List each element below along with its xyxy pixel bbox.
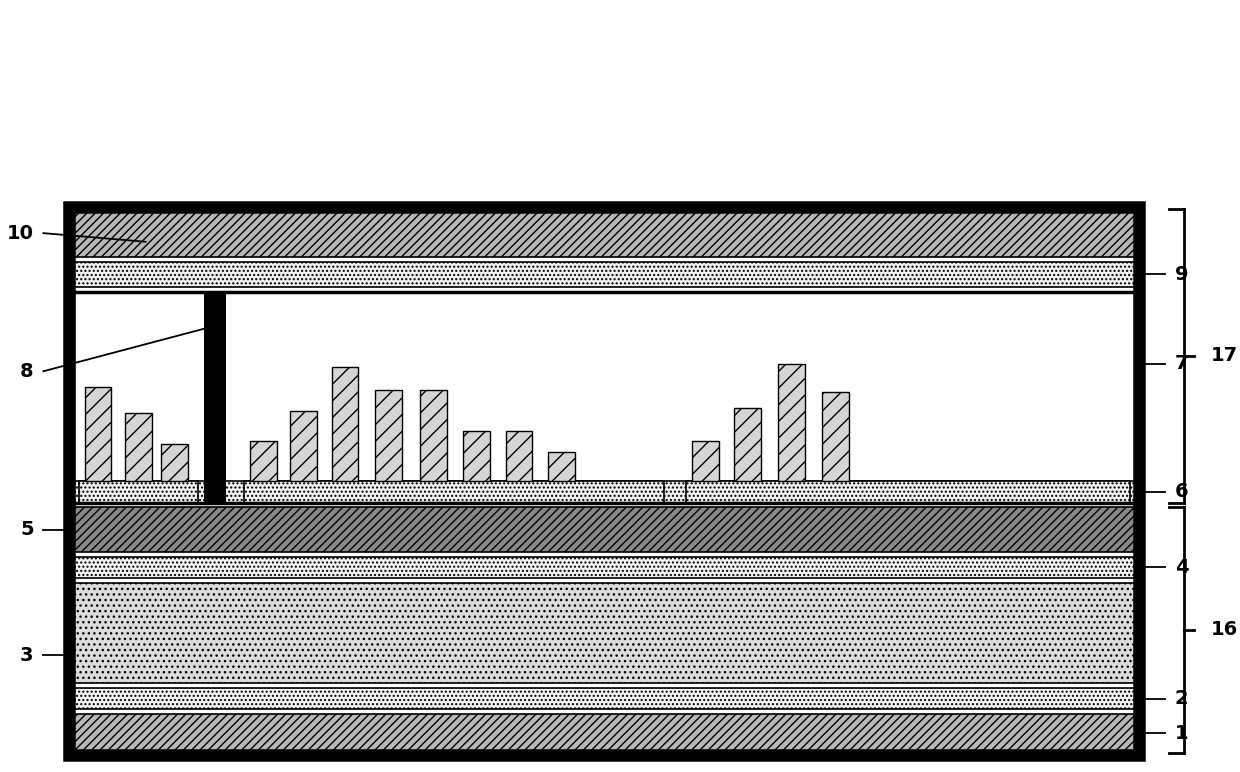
Bar	[376, 390, 402, 481]
Bar	[73, 292, 1136, 503]
Bar	[73, 557, 1136, 578]
Bar	[84, 387, 112, 481]
Bar	[73, 714, 1136, 753]
Bar	[73, 583, 1136, 683]
Bar	[250, 441, 277, 481]
Bar	[463, 431, 490, 481]
Text: 8: 8	[20, 362, 33, 381]
Bar	[686, 481, 1130, 503]
Bar	[779, 364, 805, 481]
Bar	[69, 207, 1140, 755]
Text: 7: 7	[1174, 354, 1188, 373]
Bar	[506, 431, 532, 481]
Bar	[73, 507, 1136, 552]
Bar	[548, 452, 575, 481]
Text: 5: 5	[20, 520, 33, 539]
Bar	[331, 367, 358, 481]
Bar	[73, 481, 1136, 503]
Bar	[73, 688, 1136, 709]
Bar	[73, 262, 1136, 287]
Bar	[692, 441, 718, 481]
Bar	[73, 209, 1136, 257]
Bar	[73, 292, 1136, 503]
Text: 16: 16	[1211, 621, 1239, 639]
Text: 1: 1	[1174, 724, 1188, 743]
Text: 10: 10	[6, 224, 33, 242]
Text: 6: 6	[1174, 482, 1188, 501]
Bar	[734, 408, 761, 481]
Bar	[822, 392, 848, 481]
Text: 9: 9	[1174, 265, 1188, 284]
Bar	[78, 481, 198, 503]
Text: 4: 4	[1174, 558, 1188, 577]
Text: 17: 17	[1211, 347, 1239, 365]
Text: 2: 2	[1174, 689, 1188, 708]
Bar	[125, 413, 151, 481]
Bar	[420, 390, 448, 481]
Bar	[244, 481, 663, 503]
Bar	[290, 411, 317, 481]
Bar	[161, 444, 188, 481]
Bar	[203, 292, 226, 503]
Text: 3: 3	[20, 645, 33, 665]
